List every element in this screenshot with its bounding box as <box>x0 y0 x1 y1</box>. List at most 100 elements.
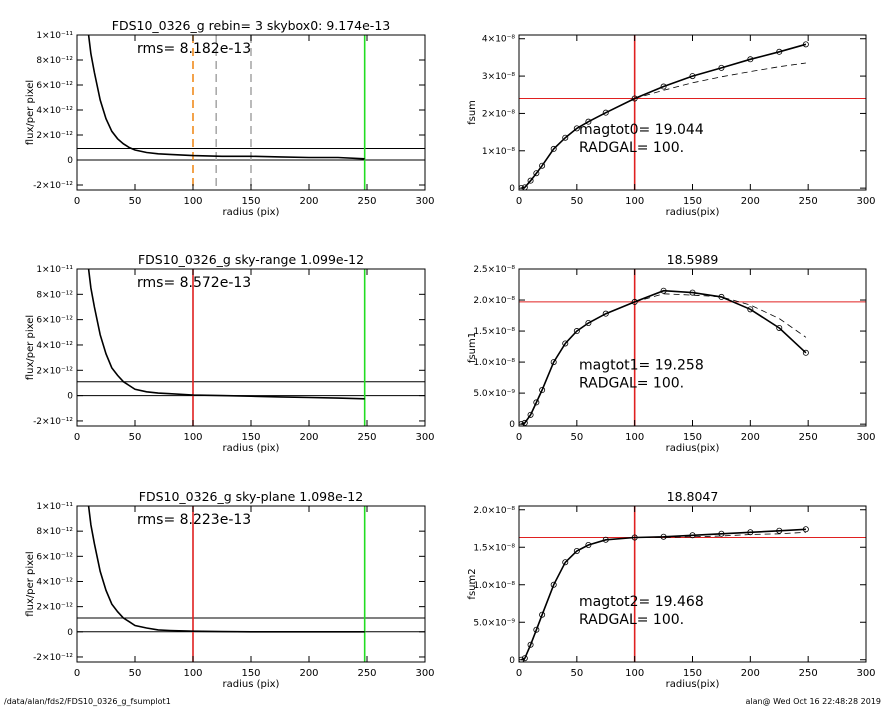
point <box>631 95 638 102</box>
y-tick-label: 2.5×10⁻⁸ <box>473 265 515 275</box>
point <box>539 162 546 169</box>
y-tick-label: 4×10⁻¹² <box>36 577 73 587</box>
plot-area <box>77 35 425 190</box>
point <box>533 399 540 406</box>
profile-line <box>87 269 365 400</box>
point <box>550 145 557 152</box>
x-tick-label: 100 <box>183 196 202 207</box>
point <box>776 527 783 534</box>
point <box>573 548 580 555</box>
x-tick-label: 300 <box>856 196 875 207</box>
x-tick-label: 100 <box>183 432 202 443</box>
x-tick-label: 100 <box>625 668 644 679</box>
y-tick-label: 2×10⁻⁸ <box>482 109 515 119</box>
y-tick-label: 0 <box>67 628 73 638</box>
point <box>747 306 754 313</box>
x-tick-label: 200 <box>741 432 760 443</box>
annotation: RADGAL= 100. <box>579 375 684 391</box>
point <box>660 287 667 294</box>
y-tick-label: 8×10⁻¹² <box>36 56 73 66</box>
point <box>747 56 754 63</box>
y-axis-label: fsum <box>467 100 478 125</box>
panel: 0 50 100 150 200 250 300-2×10⁻¹²02×10⁻¹²4×10⁻¹… <box>25 252 435 454</box>
x-tick-label: 150 <box>683 432 702 443</box>
y-tick-label: 2×10⁻¹² <box>36 131 73 141</box>
y-tick-label: 0 <box>509 420 515 430</box>
x-tick-label: 50 <box>129 432 142 443</box>
point <box>527 177 534 184</box>
point <box>660 83 667 90</box>
point <box>573 328 580 335</box>
x-tick-label: 150 <box>683 196 702 207</box>
x-tick-label: 150 <box>683 668 702 679</box>
panel-title: FDS10_0326_g sky-plane 1.098e-12 <box>139 489 363 504</box>
y-tick-label: 8×10⁻¹² <box>36 527 73 537</box>
point <box>776 48 783 55</box>
point <box>533 626 540 633</box>
y-tick-label: 1×10⁻¹¹ <box>36 265 73 275</box>
point <box>802 41 809 48</box>
x-tick-label: 150 <box>241 432 260 443</box>
x-tick-label: 50 <box>570 432 583 443</box>
y-axis-label: flux/per pixel <box>25 80 36 145</box>
plot-area <box>519 35 866 190</box>
y-tick-label: 6×10⁻¹² <box>36 552 73 562</box>
profile-line <box>521 43 807 189</box>
point <box>533 170 540 177</box>
y-axis-label: fsum2 <box>467 568 478 599</box>
x-tick-label: 300 <box>415 196 434 207</box>
y-tick-label: 4×10⁻¹² <box>36 106 73 116</box>
x-axis-label: radius (pix) <box>223 679 280 690</box>
x-axis-label: radius(pix) <box>666 679 720 690</box>
frame <box>518 505 867 663</box>
x-tick-label: 300 <box>856 432 875 443</box>
profile-line <box>521 289 807 425</box>
panel-title: 18.5989 <box>667 252 719 267</box>
x-tick-label: 300 <box>415 668 434 679</box>
y-tick-label: 1×10⁻¹¹ <box>36 502 73 512</box>
x-axis-label: radius (pix) <box>223 443 280 454</box>
y-axis-label: flux/per pixel <box>25 551 36 616</box>
footer-path: /data/alan/fds2/FDS10_0326_g_fsumplot1 <box>4 697 171 706</box>
point <box>585 319 592 326</box>
point <box>527 411 534 418</box>
x-tick-label: 200 <box>299 668 318 679</box>
point <box>573 125 580 132</box>
annotation: magtot1= 19.258 <box>579 357 704 373</box>
x-tick-label: 50 <box>129 196 142 207</box>
point <box>718 530 725 537</box>
x-tick-label: 50 <box>570 196 583 207</box>
y-tick-label: -2×10⁻¹² <box>33 653 73 663</box>
plot-area <box>519 506 866 662</box>
point <box>521 419 528 426</box>
plot-area <box>519 269 866 426</box>
annotation: rms= 8.182e-13 <box>137 41 251 57</box>
y-tick-label: 4×10⁻⁸ <box>482 35 515 45</box>
x-tick-label: 200 <box>741 668 760 679</box>
y-axis-label: fsum1 <box>467 332 478 363</box>
x-tick-label: 0 <box>74 668 80 679</box>
point <box>585 118 592 125</box>
x-tick-label: 150 <box>241 668 260 679</box>
y-tick-label: 6×10⁻¹² <box>36 81 73 91</box>
point <box>521 655 528 662</box>
point <box>527 641 534 648</box>
annotation: RADGAL= 100. <box>579 612 684 628</box>
y-tick-label: 2×10⁻¹² <box>36 366 73 376</box>
y-tick-label: 5.0×10⁻⁹ <box>473 389 515 399</box>
y-tick-label: 6×10⁻¹² <box>36 316 73 326</box>
plot-area <box>77 506 425 662</box>
x-tick-label: 250 <box>357 196 376 207</box>
point <box>802 349 809 356</box>
x-tick-label: 0 <box>516 196 522 207</box>
annotation: rms= 8.572e-13 <box>137 275 251 291</box>
point <box>602 109 609 116</box>
panel: 0 50 100 150 200 250 300 0 5.0×10⁻⁹ 1.0×10⁻⁸ 1.5×1… <box>467 252 876 454</box>
y-tick-label: 1×10⁻¹¹ <box>36 31 73 41</box>
point <box>689 532 696 539</box>
y-tick-label: 3×10⁻⁸ <box>482 72 515 82</box>
y-tick-label: 4×10⁻¹² <box>36 341 73 351</box>
annotation: rms= 8.223e-13 <box>137 512 251 528</box>
x-tick-label: 0 <box>516 668 522 679</box>
